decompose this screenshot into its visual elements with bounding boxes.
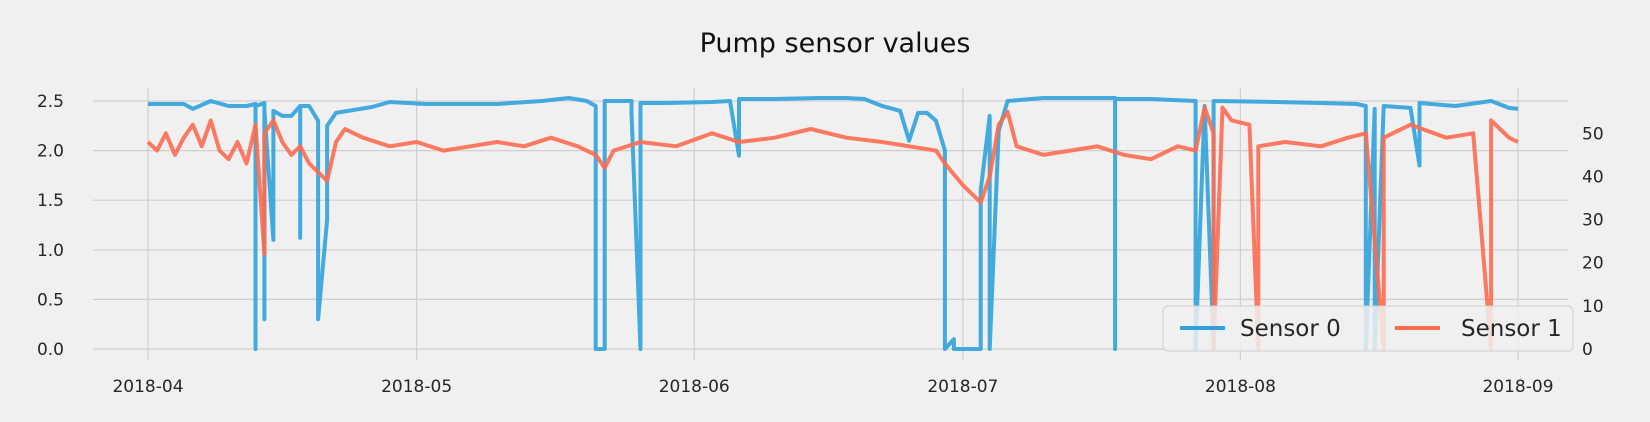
right-axis: 0 10 20 30 40 50 <box>1582 124 1604 360</box>
chart-title: Pump sensor values <box>700 28 971 59</box>
x-tick-label: 2018-05 <box>381 377 452 397</box>
x-tick-label: 2018-04 <box>112 377 183 397</box>
grid <box>93 88 1568 360</box>
y-right-tick-label: 0 <box>1582 340 1593 360</box>
y-right-tick-label: 10 <box>1582 297 1604 317</box>
x-tick-label: 2018-07 <box>927 377 998 397</box>
y-left-tick-label: 2.0 <box>37 142 64 162</box>
legend-label: Sensor 0 <box>1240 316 1341 342</box>
series-line-sensor-1 <box>146 105 1519 351</box>
legend-box <box>1162 305 1574 352</box>
x-tick-label: 2018-09 <box>1482 377 1553 397</box>
legend: Sensor 0 Sensor 1 <box>1162 305 1574 352</box>
y-right-tick-label: 40 <box>1582 167 1604 187</box>
y-left-tick-label: 0.0 <box>37 340 64 360</box>
series-group <box>146 96 1519 351</box>
x-axis: 2018-04 2018-05 2018-06 2018-07 2018-08 2018-… <box>112 377 1553 397</box>
y-left-tick-label: 1.5 <box>37 191 64 211</box>
x-tick-label: 2018-08 <box>1205 377 1276 397</box>
y-left-tick-label: 2.5 <box>37 92 64 112</box>
y-right-tick-label: 30 <box>1582 211 1604 231</box>
y-left-tick-label: 0.5 <box>37 290 64 310</box>
left-axis: 0.0 0.5 1.0 1.5 2.0 2.5 <box>37 92 64 360</box>
y-right-tick-label: 50 <box>1582 124 1604 144</box>
x-tick-label: 2018-06 <box>659 377 730 397</box>
y-right-tick-label: 20 <box>1582 254 1604 274</box>
legend-label: Sensor 1 <box>1461 316 1562 342</box>
y-left-tick-label: 1.0 <box>37 241 64 261</box>
